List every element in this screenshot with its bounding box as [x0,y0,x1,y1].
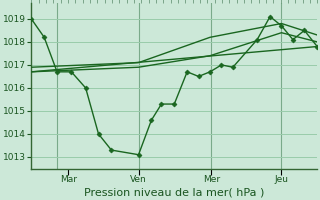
X-axis label: Pression niveau de la mer( hPa ): Pression niveau de la mer( hPa ) [84,187,264,197]
